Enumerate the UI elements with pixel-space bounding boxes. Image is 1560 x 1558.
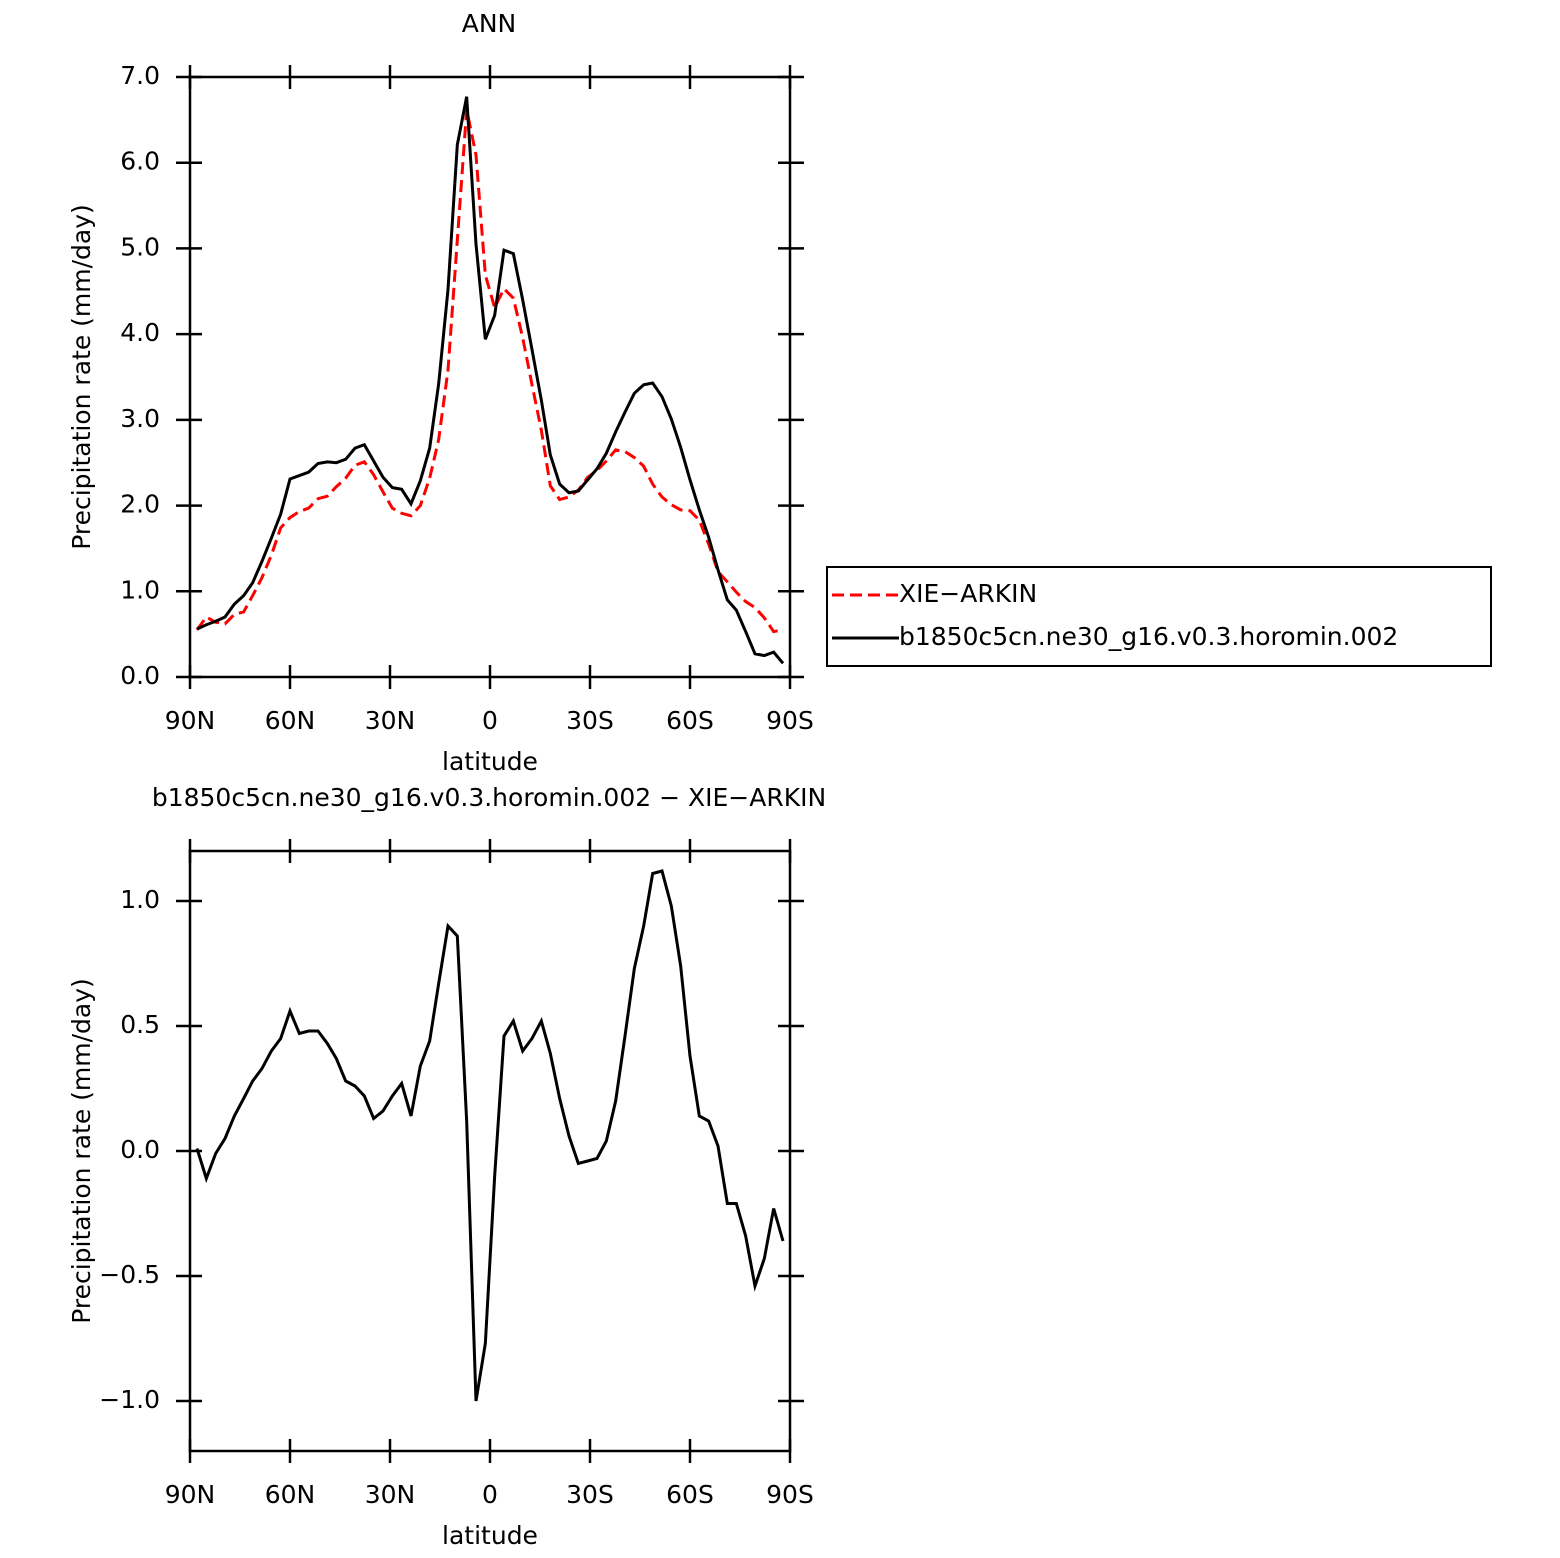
- x-axis-label: latitude: [442, 747, 538, 776]
- y-tick-label: −0.5: [99, 1260, 160, 1289]
- x-tick-label: 0: [482, 1480, 498, 1509]
- y-tick-label: −1.0: [99, 1385, 160, 1414]
- x-tick-label: 60S: [666, 706, 714, 735]
- x-tick-label: 30N: [365, 706, 416, 735]
- legend-label: XIE−ARKIN: [899, 579, 1037, 608]
- x-tick-label: 30S: [566, 706, 614, 735]
- data-line: [195, 109, 784, 634]
- chart-title: b1850c5cn.ne30_g16.v0.3.horomin.002 − XI…: [152, 783, 826, 812]
- x-tick-label: 0: [482, 706, 498, 735]
- x-tick-label: 90S: [766, 706, 814, 735]
- legend-label: b1850c5cn.ne30_g16.v0.3.horomin.002: [899, 622, 1398, 651]
- x-tick-label: 90N: [165, 1480, 216, 1509]
- y-tick-label: 0.5: [120, 1010, 160, 1039]
- plot-frame: [188, 849, 792, 1453]
- y-tick-label: 3.0: [120, 404, 160, 433]
- y-tick-label: 2.0: [120, 490, 160, 519]
- y-tick-label: 1.0: [120, 885, 160, 914]
- y-axis-label: Precipitation rate (mm/day): [67, 978, 96, 1324]
- x-tick-label: 60N: [265, 706, 316, 735]
- x-tick-label: 60N: [265, 1480, 316, 1509]
- y-tick-label: 6.0: [120, 147, 160, 176]
- y-tick-label: 0.0: [120, 1135, 160, 1164]
- y-tick-label: 0.0: [120, 661, 160, 690]
- x-tick-label: 30N: [365, 1480, 416, 1509]
- data-line: [195, 869, 785, 1402]
- y-tick-label: 1.0: [120, 575, 160, 604]
- y-tick-label: 7.0: [120, 61, 160, 90]
- x-tick-label: 60S: [666, 1480, 714, 1509]
- x-tick-label: 30S: [566, 1480, 614, 1509]
- plot-frame: [188, 75, 792, 679]
- y-tick-label: 5.0: [120, 232, 160, 261]
- y-tick-label: 4.0: [120, 318, 160, 347]
- x-axis-label: latitude: [442, 1521, 538, 1550]
- y-axis-label: Precipitation rate (mm/day): [67, 204, 96, 550]
- data-line: [196, 96, 785, 665]
- x-tick-label: 90N: [165, 706, 216, 735]
- chart-title: ANN: [462, 9, 517, 38]
- x-tick-label: 90S: [766, 1480, 814, 1509]
- legend-box: [826, 566, 1492, 667]
